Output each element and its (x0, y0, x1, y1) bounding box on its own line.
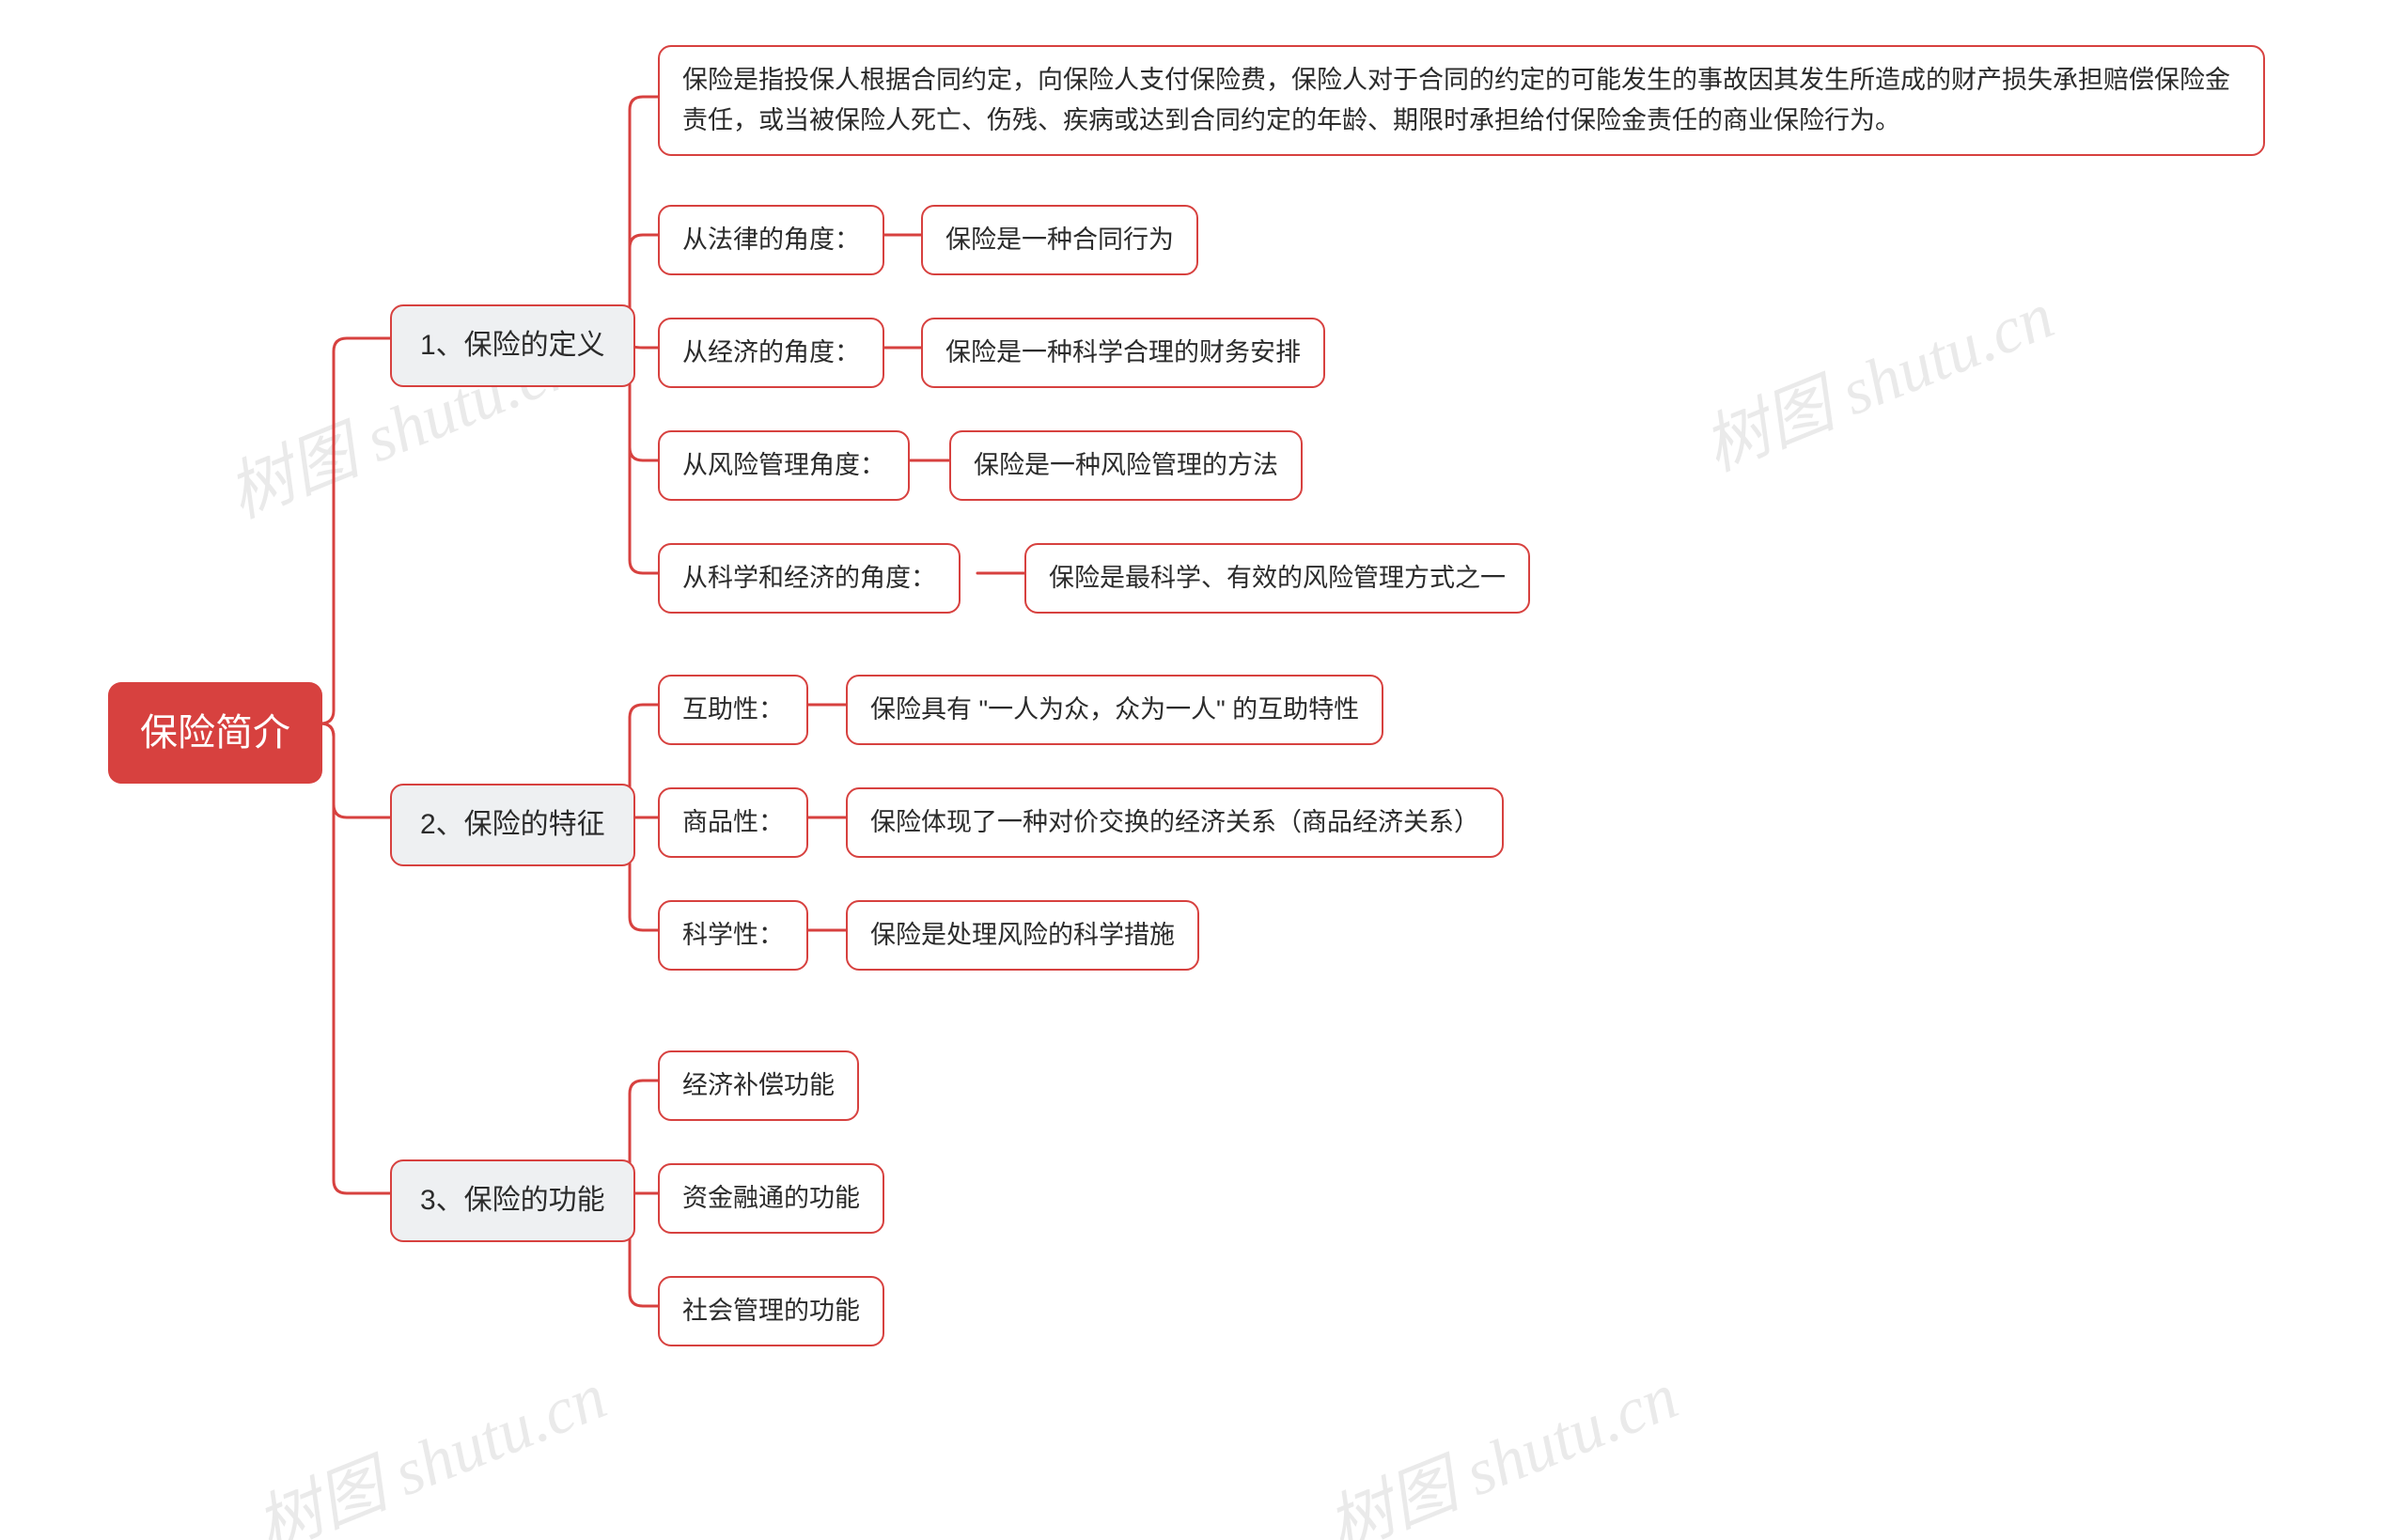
leaf-node-compensation[interactable]: 经济补偿功能 (658, 1050, 859, 1121)
leaf-node-mutuality[interactable]: 互助性： (658, 675, 808, 745)
leaf-node-legal-angle-desc[interactable]: 保险是一种合同行为 (921, 205, 1198, 275)
leaf-node-risk-angle[interactable]: 从风险管理角度： (658, 430, 910, 501)
leaf-node-financing[interactable]: 资金融通的功能 (658, 1163, 884, 1234)
section-node-definition[interactable]: 1、保险的定义 (390, 304, 635, 387)
leaf-node-legal-angle[interactable]: 从法律的角度： (658, 205, 884, 275)
watermark: 树图 shutu.cn (1311, 1344, 1689, 1540)
section-node-features[interactable]: 2、保险的特征 (390, 784, 635, 866)
leaf-node-risk-angle-desc[interactable]: 保险是一种风险管理的方法 (949, 430, 1303, 501)
root-node[interactable]: 保险简介 (108, 682, 322, 784)
watermark: 树图 shutu.cn (1687, 263, 2065, 490)
leaf-node-mutuality-desc[interactable]: 保险具有 "一人为众，众为一人" 的互助特性 (846, 675, 1383, 745)
section-node-functions[interactable]: 3、保险的功能 (390, 1159, 635, 1242)
connector-layer (0, 0, 2406, 1540)
leaf-node-economic-angle-desc[interactable]: 保险是一种科学合理的财务安排 (921, 318, 1325, 388)
leaf-node-social-mgmt[interactable]: 社会管理的功能 (658, 1276, 884, 1346)
leaf-node-science-econ-angle-desc[interactable]: 保险是最科学、有效的风险管理方式之一 (1024, 543, 1530, 614)
leaf-node-scientific-desc[interactable]: 保险是处理风险的科学措施 (846, 900, 1199, 971)
leaf-node-scientific[interactable]: 科学性： (658, 900, 808, 971)
leaf-node-commodity[interactable]: 商品性： (658, 787, 808, 858)
leaf-node-commodity-desc[interactable]: 保险体现了一种对价交换的经济关系（商品经济关系） (846, 787, 1504, 858)
mindmap-canvas: 树图 shutu.cn 树图 shutu.cn 树图 shutu.cn 树图 s… (0, 0, 2406, 1540)
leaf-node-economic-angle[interactable]: 从经济的角度： (658, 318, 884, 388)
watermark: 树图 shutu.cn (240, 1344, 617, 1540)
leaf-node-science-econ-angle[interactable]: 从科学和经济的角度： (658, 543, 961, 614)
leaf-node-definition-text[interactable]: 保险是指投保人根据合同约定，向保险人支付保险费，保险人对于合同的约定的可能发生的… (658, 45, 2265, 156)
